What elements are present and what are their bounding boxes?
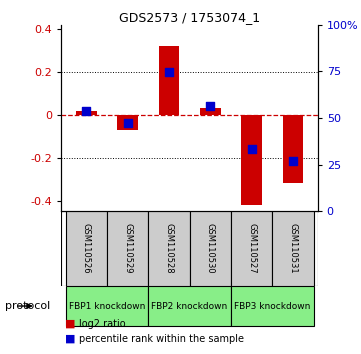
Text: ■: ■ — [65, 334, 75, 344]
Text: protocol: protocol — [5, 301, 50, 311]
Text: GSM110531: GSM110531 — [288, 223, 297, 274]
Text: GSM110529: GSM110529 — [123, 223, 132, 274]
Bar — [158, 46, 179, 115]
Point — [290, 158, 296, 164]
Bar — [241, 115, 262, 205]
Text: GSM110528: GSM110528 — [164, 223, 173, 274]
Point — [249, 146, 255, 152]
Bar — [76, 110, 96, 115]
FancyBboxPatch shape — [65, 286, 148, 326]
FancyBboxPatch shape — [190, 211, 231, 286]
Text: GSM110527: GSM110527 — [247, 223, 256, 274]
Text: FBP3 knockdown: FBP3 knockdown — [234, 302, 310, 310]
Point — [125, 121, 130, 126]
Bar — [117, 115, 138, 130]
FancyBboxPatch shape — [231, 211, 272, 286]
Bar — [283, 115, 303, 183]
Text: ■: ■ — [65, 319, 75, 329]
Text: log2 ratio: log2 ratio — [79, 319, 126, 329]
Point — [166, 69, 172, 75]
Text: GSM110526: GSM110526 — [82, 223, 91, 274]
Bar — [200, 108, 221, 115]
FancyBboxPatch shape — [231, 286, 314, 326]
FancyBboxPatch shape — [148, 211, 190, 286]
Point — [207, 103, 213, 109]
Text: FBP1 knockdown: FBP1 knockdown — [69, 302, 145, 310]
Title: GDS2573 / 1753074_1: GDS2573 / 1753074_1 — [119, 11, 260, 24]
FancyBboxPatch shape — [272, 211, 314, 286]
FancyBboxPatch shape — [107, 211, 148, 286]
Text: GSM110530: GSM110530 — [206, 223, 215, 274]
Text: percentile rank within the sample: percentile rank within the sample — [79, 334, 244, 344]
Text: FBP2 knockdown: FBP2 knockdown — [151, 302, 228, 310]
Point — [83, 109, 89, 114]
FancyBboxPatch shape — [148, 286, 231, 326]
FancyBboxPatch shape — [65, 211, 107, 286]
